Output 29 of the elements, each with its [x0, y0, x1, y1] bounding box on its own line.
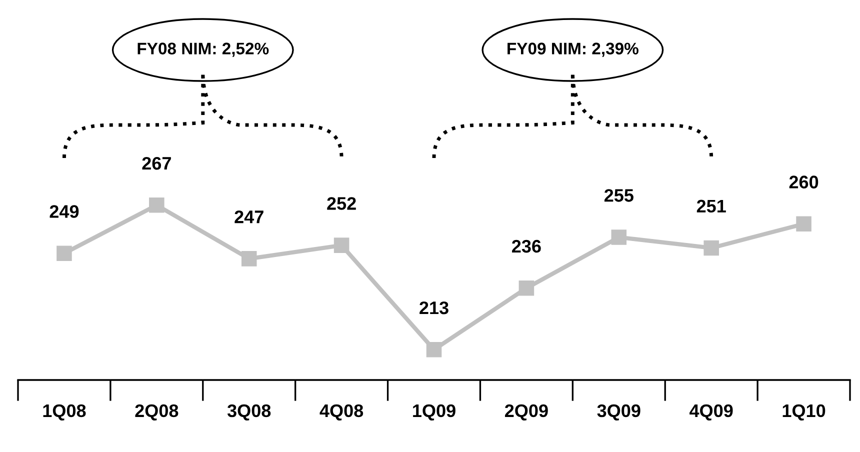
point: [149, 198, 164, 213]
data-label: 255: [604, 189, 634, 202]
data-label: 236: [512, 240, 541, 253]
data-label: 267: [142, 156, 171, 170]
x-tick-label: 2Q09: [504, 404, 548, 421]
x-tick-label: 3Q08: [227, 404, 271, 421]
point: [704, 240, 719, 256]
x-tick-label: 4Q09: [690, 404, 733, 421]
data-label: 213: [420, 301, 448, 314]
text: FY09 NIM: 2,39%: [508, 42, 638, 57]
x-tick-label: 1Q10: [782, 404, 826, 421]
x-tick-label: 3Q09: [597, 404, 640, 421]
point: [56, 246, 72, 261]
data-label: 249: [50, 205, 79, 218]
point: [334, 238, 350, 253]
point: [611, 230, 627, 245]
text: FY08 NIM: 2,52%: [138, 42, 269, 57]
data-label: 252: [327, 197, 356, 210]
x-tick-label: 1Q09: [413, 404, 456, 421]
x-tick-label: 4Q08: [320, 404, 364, 421]
point: [241, 251, 257, 266]
x-tick-label: 2Q08: [135, 404, 178, 421]
x-tick-label: 1Q08: [43, 404, 86, 421]
point: [518, 280, 534, 296]
data-label: 260: [789, 176, 818, 188]
data-label: 251: [696, 200, 726, 213]
point: [426, 342, 442, 358]
data-label: 247: [234, 210, 264, 224]
point: [796, 216, 812, 232]
